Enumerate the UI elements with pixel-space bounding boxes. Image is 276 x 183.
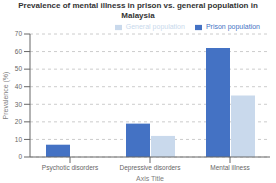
html-text:General population: General population bbox=[125, 23, 185, 30]
svg-text:10: 10 bbox=[15, 136, 23, 143]
svg-text:0: 0 bbox=[18, 153, 22, 160]
svg-text:60: 60 bbox=[15, 48, 23, 55]
svg-text:Axis Title: Axis Title bbox=[136, 175, 164, 182]
svg-text:50: 50 bbox=[15, 65, 23, 72]
svg-text:30: 30 bbox=[15, 101, 23, 108]
svg-text:Prevalence (%): Prevalence (%) bbox=[8, 72, 10, 120]
html-text:Prevalence of mental illness i: Prevalence of mental illness in prison v… bbox=[18, 1, 258, 20]
svg-text:70: 70 bbox=[15, 30, 23, 37]
svg-text:Mental illness: Mental illness bbox=[210, 164, 250, 171]
svg-text:Depressive disorders: Depressive disorders bbox=[119, 164, 181, 172]
html-text:Prison population: Prison population bbox=[205, 23, 260, 30]
svg-text:40: 40 bbox=[15, 83, 23, 90]
svg-text:20: 20 bbox=[15, 118, 23, 125]
svg-text:Psychotic disorders: Psychotic disorders bbox=[42, 164, 99, 172]
